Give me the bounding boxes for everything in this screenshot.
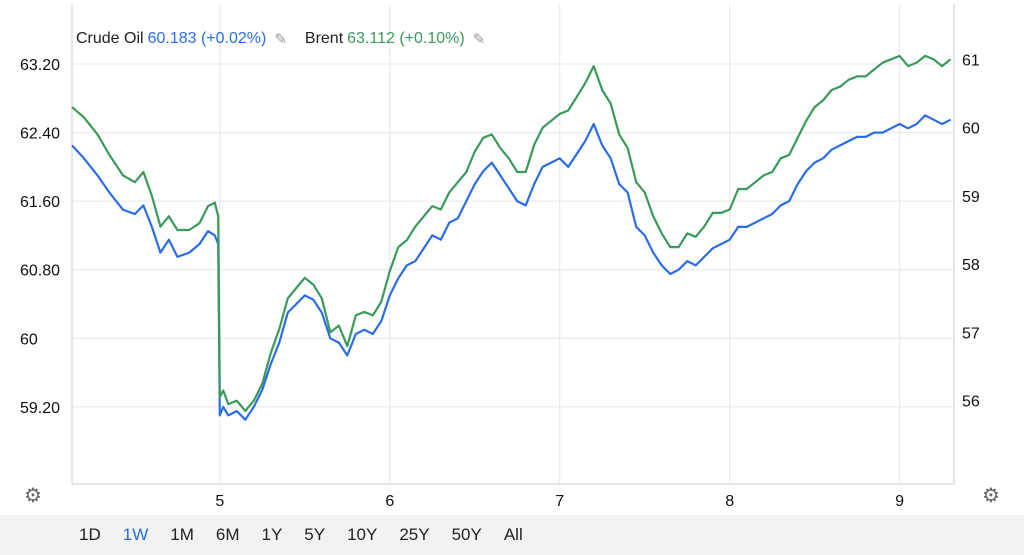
x-axis-ticks: 5 6 7 8 9 (215, 493, 904, 510)
range-button-6m[interactable]: 6M (215, 525, 240, 544)
left-tick-label: 60 (20, 331, 38, 348)
right-tick-label: 59 (962, 189, 980, 206)
right-tick-label: 57 (962, 325, 980, 342)
left-tick-label: 59.20 (20, 400, 60, 417)
right-axis-ticks: 61 60 59 58 57 56 (962, 52, 980, 410)
x-tick-label: 9 (895, 493, 904, 510)
right-tick-label: 58 (962, 257, 980, 274)
range-selector: 1D 1W 1M 6M 1Y 5Y 10Y 25Y 50Y All (0, 515, 1024, 555)
x-tick-label: 7 (555, 493, 564, 510)
left-axis-gear-icon[interactable]: ⚙ (24, 485, 42, 507)
series-line-crude-oil (71, 114, 952, 421)
legend-brent-value: 63.112 (+0.10%) (347, 30, 465, 47)
range-button-1y[interactable]: 1Y (261, 525, 283, 544)
right-axis-gear-icon[interactable]: ⚙ (982, 485, 1000, 507)
range-button-10y[interactable]: 10Y (347, 525, 378, 544)
x-tick-label: 5 (215, 493, 224, 510)
axes (71, 4, 955, 485)
legend-crude-value: 60.183 (+0.02%) (147, 30, 267, 47)
right-tick-label: 60 (962, 121, 980, 138)
range-button-50y[interactable]: 50Y (451, 525, 482, 544)
range-button-1m[interactable]: 1M (170, 525, 194, 544)
range-button-1d[interactable]: 1D (79, 525, 101, 544)
range-button-25y[interactable]: 25Y (399, 525, 430, 544)
pencil-icon[interactable]: ✎ (472, 31, 486, 48)
range-button-1w[interactable]: 1W (122, 525, 149, 544)
series-line-brent (71, 54, 952, 412)
right-tick-label: 56 (962, 394, 980, 411)
range-button-5y[interactable]: 5Y (304, 525, 326, 544)
x-tick-label: 8 (725, 493, 734, 510)
legend-crude-name: Crude Oil (76, 30, 144, 47)
x-tick-label: 6 (385, 493, 394, 510)
range-button-all[interactable]: All (503, 525, 523, 544)
pencil-icon[interactable]: ✎ (274, 31, 287, 48)
left-tick-label: 60.80 (20, 263, 60, 280)
grid (72, 4, 954, 484)
legend: Crude Oil 60.183 (+0.02%) ✎ Brent 63.112… (76, 30, 499, 48)
left-tick-label: 61.60 (20, 194, 60, 211)
left-axis-ticks: 63.20 62.40 61.60 60.80 60 59.20 (20, 57, 60, 417)
legend-brent-name: Brent (304, 30, 344, 47)
right-tick-label: 61 (962, 52, 980, 69)
left-tick-label: 62.40 (20, 126, 60, 143)
series-layer (71, 54, 952, 421)
left-tick-label: 63.20 (20, 57, 60, 74)
